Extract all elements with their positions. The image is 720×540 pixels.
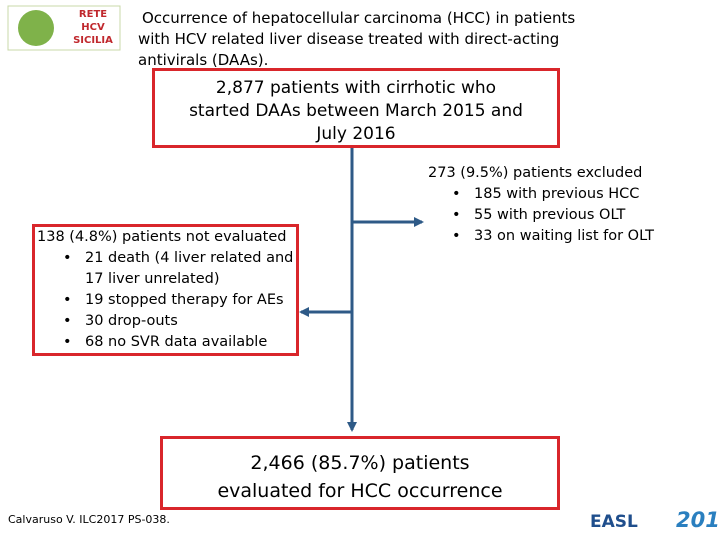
bullet-item: 30 drop-outs (63, 311, 296, 332)
bullet-list: 21 death (4 liver related and 17 liver u… (37, 248, 296, 353)
logo-left-emblem (18, 10, 54, 46)
logo-left: RETE HCV SICILIA (68, 8, 118, 47)
excluded-node: 273 (9.5%) patients excluded 185 with pr… (428, 163, 708, 247)
title: Occurrence of hepatocellular carcinoma (… (138, 9, 576, 69)
bullet-item: 19 stopped therapy for AEs (63, 290, 296, 311)
logo-right-year: 2017 (676, 508, 720, 532)
citation: Calvaruso V. ILC2017 PS-038. (8, 513, 170, 526)
node-label: 273 (9.5%) patients excluded (428, 165, 643, 181)
bullet-item: 21 death (4 liver related and 17 liver u… (63, 248, 296, 290)
logo-left-line: HCV (81, 22, 105, 33)
bullet-item: 33 on waiting list for OLT (452, 226, 708, 247)
logo-left-line: SICILIA (73, 35, 113, 46)
not-evaluated-node: 138 (4.8%) patients not evaluated 21 dea… (32, 224, 299, 356)
bullet-item: 55 with previous OLT (452, 205, 708, 226)
result-node: 2,466 (85.7%) patients evaluated for HCC… (160, 436, 560, 510)
node-label: 138 (4.8%) patients not evaluated (37, 229, 287, 245)
start-node: 2,877 patients with cirrhotic who starte… (152, 68, 560, 148)
bullet-item: 185 with previous HCC (452, 184, 708, 205)
bullet-list: 185 with previous HCC 55 with previous O… (428, 184, 708, 247)
logo-right-name: EASL (590, 512, 638, 532)
logo-left-line: RETE (78, 9, 108, 20)
bullet-item: 68 no SVR data available (63, 332, 296, 353)
